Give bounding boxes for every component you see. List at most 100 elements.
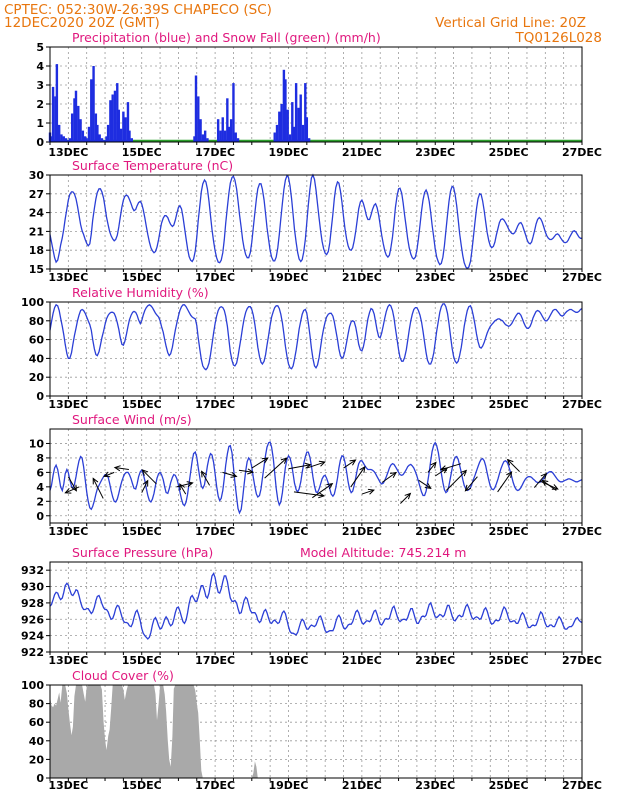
date-label: 13DEC xyxy=(48,398,88,411)
precip-bar xyxy=(304,83,307,142)
precip-bar xyxy=(98,134,101,142)
date-label: 15DEC xyxy=(122,398,162,411)
precip-bar xyxy=(234,132,237,142)
header-model: TQ0126L028 xyxy=(514,30,602,46)
y-tick-label: 8 xyxy=(36,452,44,465)
y-tick-label: 60 xyxy=(29,716,45,729)
date-label: 21DEC xyxy=(342,146,382,159)
temperature-panel: Surface Temperature (nC) 15 18 21 24 27 30 13DE… xyxy=(29,158,602,284)
precip-bar xyxy=(70,113,74,142)
wind-arrow xyxy=(251,457,269,469)
cloud-title: Cloud Cover (%) xyxy=(72,668,174,683)
wind-arrow xyxy=(361,488,375,495)
y-tick-label: 3 xyxy=(36,79,44,92)
y-tick-label: 4 xyxy=(36,60,44,73)
wind-arrow xyxy=(141,469,157,485)
precip-bar xyxy=(229,119,233,142)
precip-bar xyxy=(293,126,296,142)
date-label: 27DEC xyxy=(562,779,602,792)
precip-bar xyxy=(67,140,70,142)
y-tick-label: 0 xyxy=(36,136,44,149)
date-label: 27DEC xyxy=(562,654,602,667)
precip-bar xyxy=(85,138,88,142)
precip-bar xyxy=(94,113,98,142)
y-tick-label: 24 xyxy=(29,207,45,220)
precip-bar xyxy=(273,132,276,142)
pressure-panel: Surface Pressure (hPa) Model Altitude: 74… xyxy=(21,545,602,667)
date-label: 21DEC xyxy=(342,779,382,792)
date-label: 25DEC xyxy=(489,525,529,538)
date-label: 17DEC xyxy=(195,271,235,284)
pressure-line xyxy=(49,572,583,640)
header-gridline: Vertical Grid Line: 20Z xyxy=(435,15,586,31)
precip-bar xyxy=(236,138,240,142)
wind-arrow xyxy=(103,471,115,478)
precip-bar xyxy=(226,98,229,142)
date-label: 19DEC xyxy=(268,525,308,538)
precip-bar xyxy=(278,111,281,142)
precip-bar xyxy=(87,126,91,142)
cloud-area xyxy=(50,685,582,778)
date-label: 13DEC xyxy=(48,146,88,159)
wind-arrow xyxy=(350,465,366,488)
wind-arrow xyxy=(288,462,312,470)
y-tick-label: 0 xyxy=(36,510,44,523)
wind-arrow xyxy=(418,479,432,489)
y-tick-label: 928 xyxy=(21,597,44,610)
y-tick-label: 30 xyxy=(29,169,45,182)
date-label: 25DEC xyxy=(489,654,529,667)
precip-bar xyxy=(62,136,65,142)
date-label: 17DEC xyxy=(195,654,235,667)
precip-bar xyxy=(64,138,68,142)
date-label: 19DEC xyxy=(268,398,308,411)
date-label: 17DEC xyxy=(195,146,235,159)
precip-bar xyxy=(77,105,80,142)
y-tick-label: 27 xyxy=(29,188,44,201)
precip-bar xyxy=(126,102,130,142)
y-tick-label: 6 xyxy=(36,466,44,479)
date-label: 15DEC xyxy=(122,654,162,667)
wind-arrow xyxy=(222,471,238,478)
pressure-title: Surface Pressure (hPa) xyxy=(72,545,213,560)
date-label: 13DEC xyxy=(48,654,88,667)
precip-bar xyxy=(199,119,202,142)
precip-bar xyxy=(73,98,76,142)
date-label: 13DEC xyxy=(48,271,88,284)
wind-arrow xyxy=(381,471,397,483)
y-tick-label: 2 xyxy=(36,98,44,111)
precip-bar xyxy=(197,96,200,142)
date-label: 15DEC xyxy=(122,271,162,284)
wind-arrow xyxy=(427,461,437,473)
date-label: 23DEC xyxy=(415,398,455,411)
wind-arrow xyxy=(541,479,557,491)
precip-bar xyxy=(116,83,119,142)
precip-bar xyxy=(60,134,63,142)
precip-bar xyxy=(124,117,127,142)
y-tick-label: 100 xyxy=(21,296,44,309)
precip-bar xyxy=(275,124,279,142)
date-label: 15DEC xyxy=(122,525,162,538)
temperature-title: Surface Temperature (nC) xyxy=(72,158,233,173)
date-label: 23DEC xyxy=(415,146,455,159)
precip-bar xyxy=(301,124,305,142)
y-tick-label: 18 xyxy=(29,244,44,257)
wind-arrow xyxy=(264,457,288,479)
date-label: 13DEC xyxy=(48,525,88,538)
precip-bar xyxy=(284,79,287,142)
precip-bar xyxy=(305,117,309,142)
precip-bar xyxy=(223,130,227,142)
wind-arrow xyxy=(439,463,462,472)
precip-bar xyxy=(81,130,85,142)
precip-bar xyxy=(103,140,106,142)
wind-arrow xyxy=(176,481,194,488)
wind-arrow xyxy=(141,479,149,493)
precip-bar xyxy=(113,90,117,142)
precipitation-frame xyxy=(49,46,583,143)
y-tick-label: 40 xyxy=(29,735,45,748)
wind-arrow xyxy=(92,477,104,499)
date-label: 25DEC xyxy=(489,271,529,284)
date-label: 19DEC xyxy=(268,146,308,159)
wind-frame xyxy=(49,428,583,524)
wind-arrow xyxy=(533,472,548,488)
